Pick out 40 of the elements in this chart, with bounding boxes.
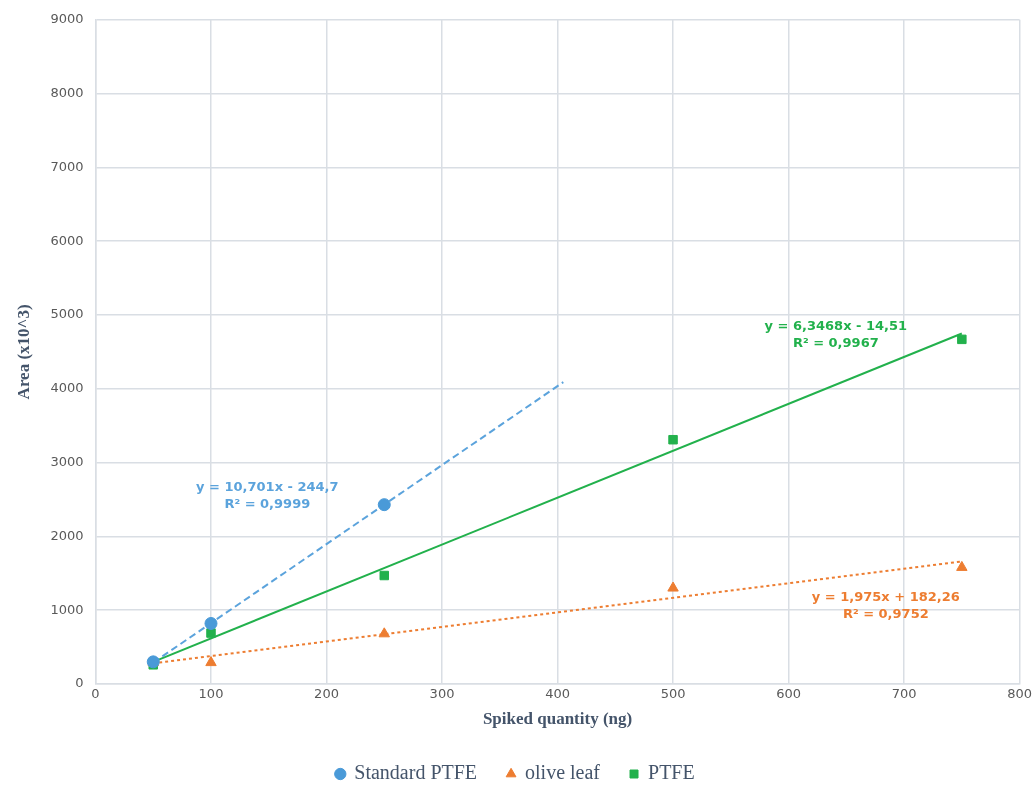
point	[378, 627, 390, 638]
y-tick-label: 0	[75, 675, 84, 691]
point	[667, 581, 679, 592]
annotation: R² = 0,9967	[792, 334, 879, 350]
annotation: y = 6,3468x - 14,51	[764, 317, 908, 333]
point	[205, 656, 217, 667]
x-tick-label: 700	[891, 686, 917, 702]
y-tick-label: 6000	[50, 232, 84, 248]
x-tick-label: 500	[660, 686, 686, 702]
legend-label: Standard PTFE	[354, 761, 478, 784]
annotation: y = 10,701x - 244,7	[196, 478, 339, 494]
legend-label: olive leaf	[525, 761, 601, 784]
y-tick-label: 5000	[50, 306, 84, 322]
x-tick-label: 300	[429, 686, 455, 702]
annotation: R² = 0,9999	[224, 495, 311, 511]
point	[668, 434, 678, 445]
point	[956, 560, 968, 571]
y-axis-title: Area (x10^3)	[13, 304, 33, 400]
y-tick-label: 3000	[50, 453, 84, 469]
point	[377, 498, 391, 512]
x-axis-title: Spiked quantity (ng)	[482, 709, 633, 729]
point	[957, 334, 967, 345]
y-tick-label: 2000	[50, 527, 84, 543]
y-tick-label: 4000	[50, 380, 84, 396]
x-tick-label: 100	[198, 686, 224, 702]
x-tick-label: 200	[314, 686, 339, 702]
point	[379, 570, 390, 581]
x-tick-label: 600	[776, 686, 801, 702]
y-tick-label: 9000	[50, 11, 84, 27]
point	[206, 628, 216, 638]
legend-label: PTFE	[648, 761, 695, 784]
x-tick-label: 400	[545, 686, 570, 702]
y-tick-label: 7000	[50, 158, 84, 174]
annotation: y = 1,975x + 182,26	[811, 588, 960, 604]
annotation: R² = 0,9752	[842, 605, 929, 621]
y-tick-label: 8000	[50, 84, 84, 100]
y-tick-label: 1000	[50, 601, 84, 617]
x-tick-label: 800	[1007, 686, 1033, 702]
x-tick-label: 0	[91, 686, 100, 702]
point	[204, 616, 218, 630]
